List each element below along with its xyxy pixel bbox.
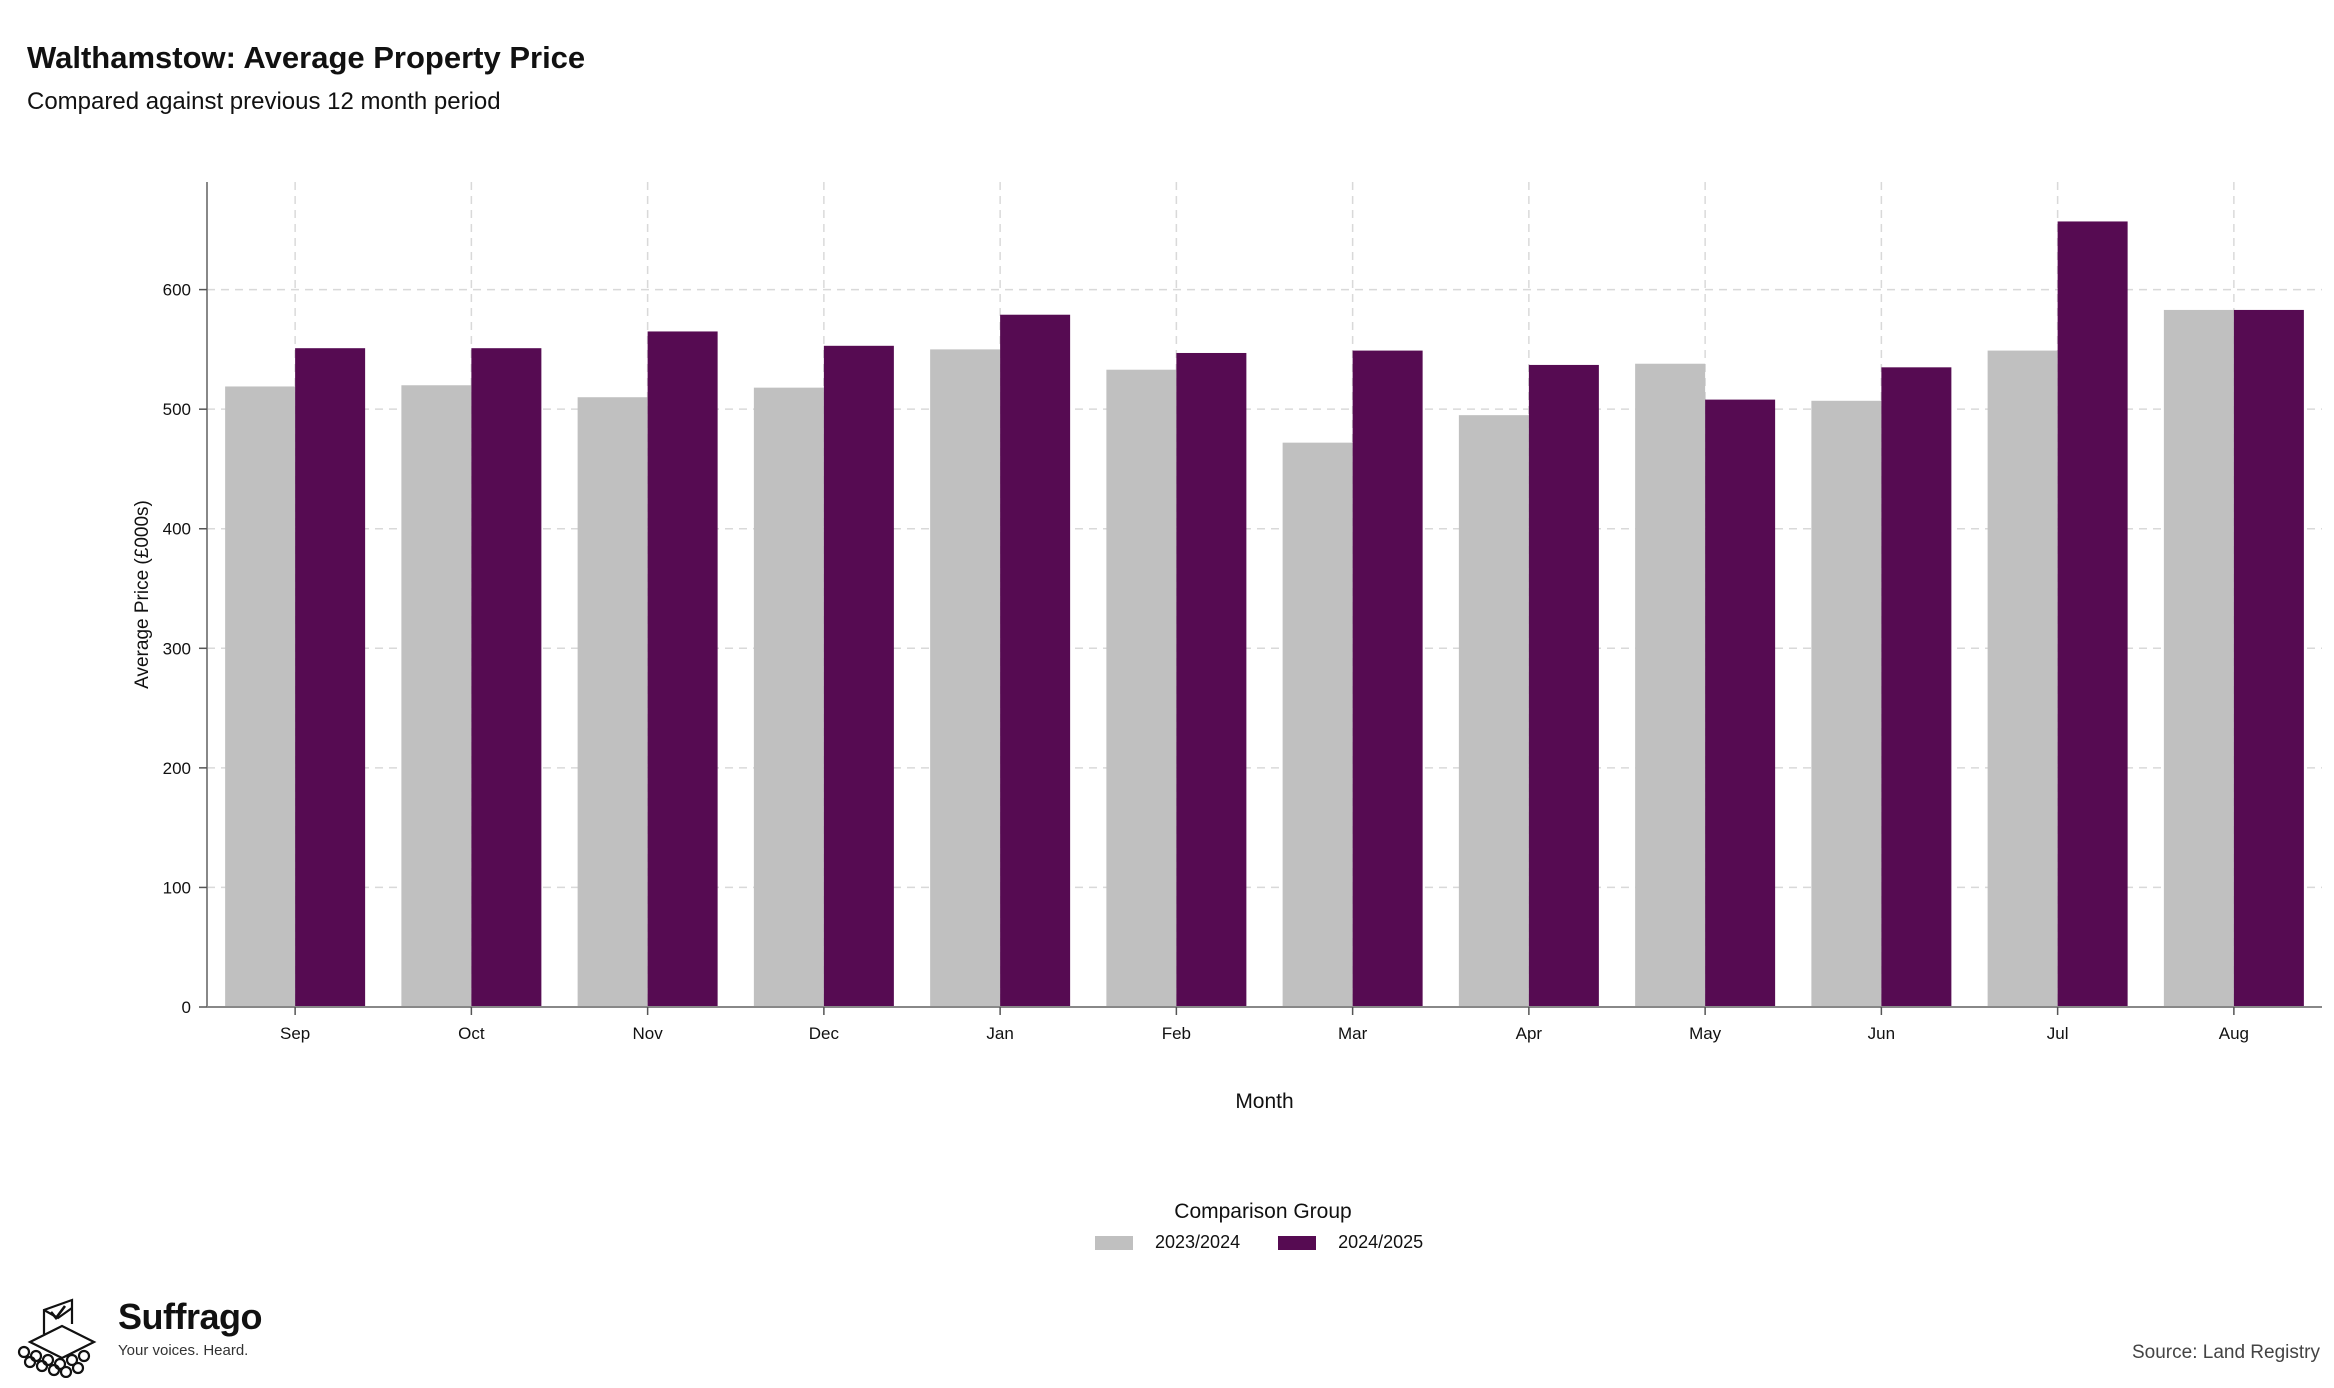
brand-logo: Suffrago Your voices. Heard. bbox=[14, 1296, 263, 1378]
y-tick-label: 500 bbox=[163, 400, 191, 419]
bar-2024-2025-nov bbox=[647, 331, 718, 1007]
bar-2024-2025-feb bbox=[1176, 352, 1247, 1007]
x-tick-label-apr: Apr bbox=[1516, 1024, 1543, 1043]
x-tick-label-aug: Aug bbox=[2219, 1024, 2249, 1043]
bar-2024-2025-jul bbox=[2057, 221, 2128, 1007]
legend-item-2024-2025: 2024/2025 bbox=[1278, 1232, 1423, 1253]
bar-2024-2025-may bbox=[1705, 399, 1776, 1007]
x-tick-label-feb: Feb bbox=[1162, 1024, 1191, 1043]
y-tick-label: 400 bbox=[163, 520, 191, 539]
legend-item-2023-2024: 2023/2024 bbox=[1095, 1232, 1240, 1253]
source-note: Source: Land Registry bbox=[2132, 1342, 2320, 1363]
bar-2023-2024-sep bbox=[225, 386, 296, 1007]
bar-2023-2024-nov bbox=[577, 397, 648, 1007]
ballot-box-icon bbox=[17, 1298, 97, 1378]
bar-2024-2025-jun bbox=[1881, 367, 1952, 1008]
bar-2024-2025-sep bbox=[295, 348, 366, 1007]
x-tick-label-jul: Jul bbox=[2047, 1024, 2069, 1043]
bar-2023-2024-aug bbox=[2163, 309, 2234, 1007]
x-axis-title: Month bbox=[1235, 1090, 1293, 1113]
x-tick-label-nov: Nov bbox=[633, 1024, 664, 1043]
bar-2024-2025-mar bbox=[1352, 350, 1423, 1008]
y-tick-label: 100 bbox=[163, 878, 191, 897]
bar-2023-2024-mar bbox=[1282, 442, 1353, 1007]
x-tick-label-oct: Oct bbox=[458, 1024, 485, 1043]
x-tick-label-dec: Dec bbox=[809, 1024, 840, 1043]
bar-2023-2024-feb bbox=[1106, 369, 1177, 1007]
x-tick-label-jan: Jan bbox=[986, 1024, 1013, 1043]
bar-2023-2024-jun bbox=[1811, 400, 1882, 1008]
bar-2023-2024-jan bbox=[930, 349, 1001, 1007]
bar-2023-2024-jul bbox=[1987, 350, 2058, 1008]
bar-2024-2025-oct bbox=[471, 348, 542, 1007]
y-tick-label: 200 bbox=[163, 759, 191, 778]
x-tick-label-mar: Mar bbox=[1338, 1024, 1368, 1043]
y-tick-label: 600 bbox=[163, 281, 191, 300]
legend-swatch bbox=[1095, 1235, 1133, 1250]
bar-2023-2024-apr bbox=[1458, 415, 1529, 1007]
brand-tagline: Your voices. Heard. bbox=[118, 1342, 249, 1359]
legend: 2023/2024 2024/2025 bbox=[1095, 1232, 1423, 1253]
legend-label: 2023/2024 bbox=[1155, 1232, 1241, 1252]
chart-subtitle: Compared against previous 12 month perio… bbox=[27, 88, 501, 115]
x-tick-label-sep: Sep bbox=[280, 1024, 310, 1043]
bar-2024-2025-jan bbox=[1000, 314, 1071, 1007]
bar-2024-2025-dec bbox=[823, 345, 894, 1008]
x-tick-label-jun: Jun bbox=[1868, 1024, 1895, 1043]
legend-title: Comparison Group bbox=[1174, 1200, 1352, 1223]
y-tick-label: 0 bbox=[182, 998, 191, 1017]
y-tick-label: 300 bbox=[163, 639, 191, 658]
bar-2023-2024-dec bbox=[753, 387, 824, 1007]
bar-2023-2024-may bbox=[1635, 363, 1706, 1007]
y-axis-title: Average Price (£000s) bbox=[132, 500, 153, 689]
bar-2023-2024-oct bbox=[401, 385, 472, 1007]
legend-label: 2024/2025 bbox=[1338, 1232, 1424, 1252]
chart-title: Walthamstow: Average Property Price bbox=[27, 40, 586, 75]
bar-chart: 0 100 200 300 400 500 600 Sep Oct Nov Dec Jan Feb Mar… bbox=[132, 182, 2322, 1113]
bar-2024-2025-aug bbox=[2233, 309, 2304, 1007]
bar-2024-2025-apr bbox=[1528, 364, 1599, 1007]
brand-name: Suffrago bbox=[118, 1296, 263, 1337]
x-tick-label-may: May bbox=[1689, 1024, 1722, 1043]
legend-swatch bbox=[1278, 1235, 1317, 1250]
